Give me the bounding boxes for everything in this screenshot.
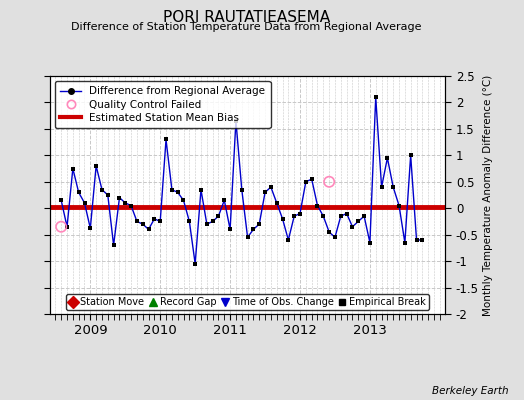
Point <box>185 218 193 225</box>
Point <box>98 186 106 193</box>
Text: Berkeley Earth: Berkeley Earth <box>432 386 508 396</box>
Point <box>138 221 147 227</box>
Point <box>191 260 199 267</box>
Point <box>173 189 182 196</box>
Point <box>261 189 269 196</box>
Point <box>325 178 333 185</box>
Point <box>354 218 363 225</box>
Point <box>366 239 374 246</box>
Point <box>244 234 252 240</box>
Point <box>308 176 316 182</box>
Point <box>220 197 228 204</box>
Point <box>313 202 322 209</box>
Point <box>209 218 217 225</box>
Point <box>203 221 211 227</box>
Point <box>319 213 328 219</box>
Point <box>255 221 264 227</box>
Point <box>74 189 83 196</box>
Point <box>127 202 135 209</box>
Point <box>360 213 368 219</box>
Point <box>133 218 141 225</box>
Point <box>401 239 409 246</box>
Point <box>325 229 333 235</box>
Point <box>348 224 357 230</box>
Point <box>162 136 170 143</box>
Point <box>389 184 397 190</box>
Point <box>343 210 351 217</box>
Point <box>86 225 94 232</box>
Point <box>377 184 386 190</box>
Point <box>395 202 403 209</box>
Point <box>156 218 165 225</box>
Point <box>302 178 310 185</box>
Point <box>144 226 152 232</box>
Y-axis label: Monthly Temperature Anomaly Difference (°C): Monthly Temperature Anomaly Difference (… <box>483 74 493 316</box>
Point <box>232 118 240 124</box>
Point <box>110 242 118 248</box>
Point <box>57 197 66 204</box>
Point <box>150 216 159 222</box>
Point <box>336 213 345 219</box>
Point <box>296 210 304 217</box>
Point <box>331 234 339 240</box>
Point <box>412 237 421 243</box>
Point <box>179 197 188 204</box>
Point <box>168 186 176 193</box>
Point <box>57 224 66 230</box>
Point <box>267 184 275 190</box>
Point <box>284 237 292 243</box>
Point <box>372 94 380 100</box>
Point <box>92 163 100 169</box>
Point <box>69 165 77 172</box>
Text: Difference of Station Temperature Data from Regional Average: Difference of Station Temperature Data f… <box>71 22 421 32</box>
Point <box>249 226 258 232</box>
Point <box>407 152 415 158</box>
Point <box>63 224 71 230</box>
Point <box>237 186 246 193</box>
Point <box>383 155 391 161</box>
Text: PORI RAUTATIEASEMA: PORI RAUTATIEASEMA <box>163 10 330 25</box>
Point <box>226 226 234 232</box>
Point <box>418 237 427 243</box>
Point <box>80 200 89 206</box>
Point <box>115 194 124 201</box>
Point <box>104 192 112 198</box>
Point <box>272 200 281 206</box>
Point <box>290 213 298 219</box>
Point <box>214 213 223 219</box>
Point <box>197 186 205 193</box>
Point <box>278 216 287 222</box>
Legend: Station Move, Record Gap, Time of Obs. Change, Empirical Break: Station Move, Record Gap, Time of Obs. C… <box>67 294 429 310</box>
Point <box>121 200 129 206</box>
